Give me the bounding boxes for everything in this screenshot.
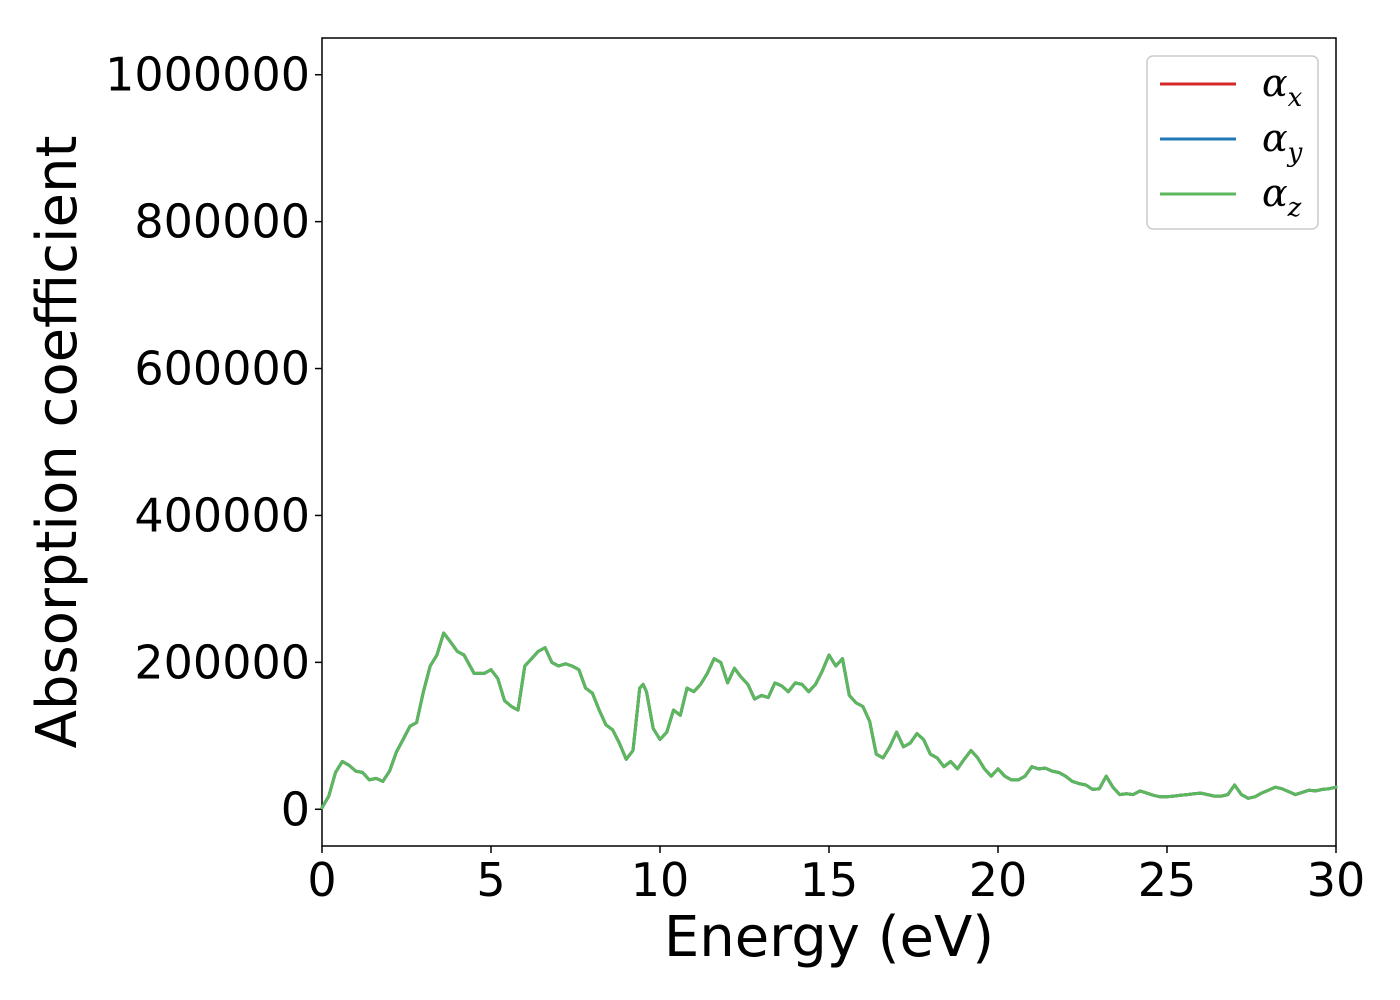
y-tick-label: 0 xyxy=(281,782,310,836)
series-line-αy xyxy=(320,631,1338,810)
y-tick-label: 200000 xyxy=(134,635,310,689)
x-tick-label: 5 xyxy=(476,853,505,907)
x-tick-label: 20 xyxy=(969,853,1028,907)
legend-symbol: α xyxy=(1262,171,1288,215)
x-tick-label: 25 xyxy=(1138,853,1197,907)
y-tick-label: 800000 xyxy=(134,195,310,249)
legend-symbol: α xyxy=(1262,116,1288,160)
x-tick-label: 10 xyxy=(631,853,690,907)
legend-label: αz xyxy=(1262,171,1302,223)
legend-subscript: y xyxy=(1287,138,1303,168)
y-tick-label: 600000 xyxy=(134,342,310,396)
y-axis-ticks: 0 200000 400000 600000 800000 1000000 xyxy=(105,48,322,836)
legend-box xyxy=(1146,55,1319,230)
x-axis-label: Energy (eV) xyxy=(664,905,994,970)
x-axis-ticks: 0 5 10 15 20 25 30 xyxy=(307,846,1365,907)
legend-symbol: α xyxy=(1262,61,1288,105)
x-tick-label: 15 xyxy=(800,853,859,907)
y-tick-label: 1000000 xyxy=(105,48,310,102)
series-lines xyxy=(320,631,1338,810)
legend-label: αy xyxy=(1262,116,1303,168)
series-line-αz xyxy=(320,631,1338,810)
legend-subscript: x xyxy=(1288,83,1303,113)
legend-subscript: z xyxy=(1287,193,1302,223)
y-tick-label: 400000 xyxy=(134,488,310,542)
y-axis-label: Absorption coefficient xyxy=(25,136,90,749)
series-line-αx xyxy=(320,631,1338,810)
legend-label: αx xyxy=(1262,61,1303,113)
x-tick-label: 30 xyxy=(1307,853,1366,907)
x-tick-label: 0 xyxy=(307,853,336,907)
